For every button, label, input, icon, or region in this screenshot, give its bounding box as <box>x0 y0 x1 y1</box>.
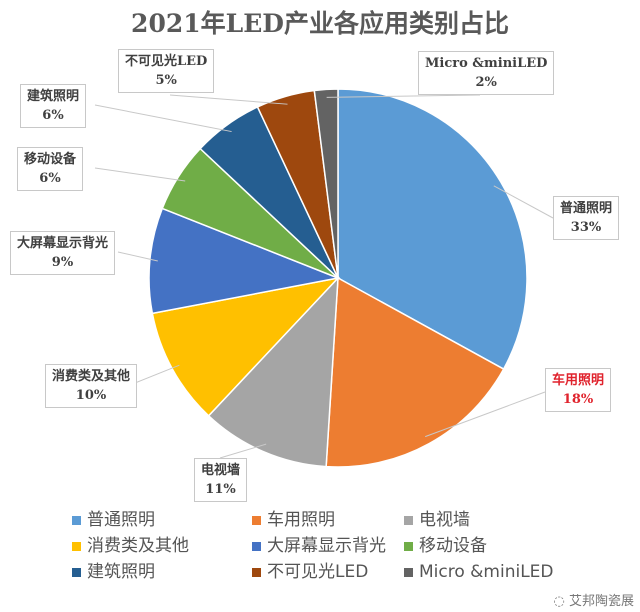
legend-item: 普通照明 <box>72 510 252 530</box>
leader-line <box>129 364 180 386</box>
data-label-name: 普通照明 <box>560 201 613 216</box>
data-label: 普通照明 33% <box>553 196 620 240</box>
data-label-value: 18% <box>562 392 594 407</box>
legend-swatch <box>404 567 413 577</box>
pie-slice <box>313 88 339 279</box>
legend-item: 电视墙 <box>404 510 584 530</box>
legend-item: 大屏幕显示背光 <box>252 536 404 556</box>
legend-swatch <box>72 515 81 525</box>
legend-swatch <box>252 515 261 525</box>
leader-line <box>425 391 546 438</box>
data-label: 大屏幕显示背光 9% <box>10 231 116 275</box>
data-label-name: Micro &miniLED <box>425 56 548 71</box>
data-label-value: 11% <box>205 482 236 497</box>
data-label-name: 不可见光LED <box>125 54 208 69</box>
legend-item: 不可见光LED <box>252 562 404 582</box>
data-label-name: 车用照明 <box>552 373 605 388</box>
legend-label: 消费类及其他 <box>87 536 189 556</box>
pie-slice <box>337 88 528 371</box>
legend-swatch <box>72 567 81 577</box>
pie-slice <box>207 275 339 468</box>
legend-label: 不可见光LED <box>267 562 369 582</box>
legend-label: 移动设备 <box>419 536 487 556</box>
leader-line <box>169 94 288 105</box>
data-label-value: 10% <box>75 388 107 403</box>
wechat-icon: ◌ <box>553 594 569 609</box>
legend-label: 普通照明 <box>87 510 155 530</box>
data-label-name: 电视墙 <box>201 463 241 478</box>
legend-item: 建筑照明 <box>72 562 252 582</box>
pie-slice <box>151 276 341 417</box>
data-label: 车用照明 18% <box>545 368 612 412</box>
pie-slice <box>325 276 505 468</box>
legend-swatch <box>252 567 261 577</box>
data-label: 建筑照明 6% <box>20 84 87 128</box>
data-label-value: 33% <box>570 220 602 235</box>
leader-line <box>117 251 158 262</box>
leader-line <box>94 104 232 133</box>
data-label-value: 2% <box>475 75 497 90</box>
legend: 普通照明 车用照明 电视墙消费类及其他 大屏幕显示背光 移动设备建筑照明 不可见光LED M… <box>72 510 592 582</box>
data-label: 移动设备 6% <box>17 147 84 191</box>
legend-swatch <box>252 541 261 551</box>
data-label-value: 9% <box>51 255 74 270</box>
legend-swatch <box>404 515 413 525</box>
leader-line <box>493 185 554 219</box>
pie-slice <box>148 207 341 315</box>
chart-title: 2021年LED产业各应用类别占比 <box>131 9 509 38</box>
data-label-value: 5% <box>155 73 177 88</box>
leader-line <box>94 167 186 182</box>
leader-line <box>326 94 481 98</box>
legend-label: Micro &miniLED <box>419 562 554 582</box>
data-label-value: 6% <box>42 108 64 123</box>
legend-swatch <box>72 541 81 551</box>
data-label-name: 移动设备 <box>24 152 77 167</box>
legend-item: Micro &miniLED <box>404 562 584 582</box>
legend-label: 电视墙 <box>419 510 470 530</box>
data-label-value: 6% <box>39 171 61 186</box>
data-label-name: 消费类及其他 <box>52 369 131 384</box>
data-label: 电视墙 11% <box>194 458 248 502</box>
legend-label: 大屏幕显示背光 <box>267 536 386 556</box>
legend-swatch <box>404 541 413 551</box>
legend-label: 建筑照明 <box>87 562 155 582</box>
legend-item: 车用照明 <box>252 510 404 530</box>
legend-item: 消费类及其他 <box>72 536 252 556</box>
data-label: 不可见光LED 5% <box>118 49 215 93</box>
legend-item: 移动设备 <box>404 536 584 556</box>
data-label-name: 建筑照明 <box>27 89 80 104</box>
data-label: Micro &miniLED 2% <box>418 51 555 95</box>
legend-label: 车用照明 <box>267 510 335 530</box>
leader-line <box>219 443 267 459</box>
data-label-name: 大屏幕显示背光 <box>17 236 109 251</box>
watermark: ◌ 艾邦陶瓷展 <box>553 594 635 609</box>
data-label: 消费类及其他 10% <box>45 364 138 408</box>
